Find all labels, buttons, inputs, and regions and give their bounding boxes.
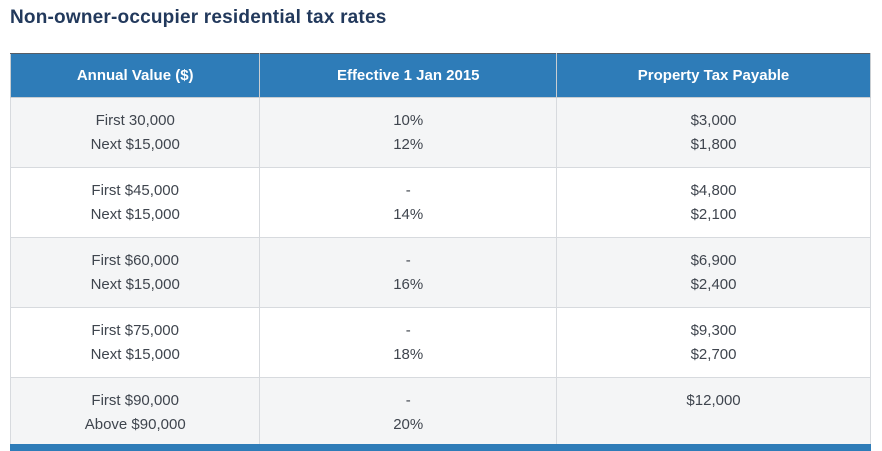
- cell-tax-payable: $12,000: [556, 377, 871, 448]
- cell-line: $1,800: [690, 136, 737, 153]
- cell-annual-value: First $45,000 Next $15,000: [9, 167, 261, 238]
- cell-line: Next $15,000: [90, 276, 180, 293]
- cell-line: $4,800: [690, 182, 737, 199]
- cell-line: 20%: [393, 416, 424, 433]
- cell-line: Next $15,000: [90, 346, 180, 363]
- table-header-row: Annual Value ($) Effective 1 Jan 2015 Pr…: [9, 53, 871, 98]
- cell-line: First $45,000: [91, 182, 179, 199]
- cell-annual-value: First 30,000 Next $15,000: [9, 97, 261, 168]
- cell-line: First $75,000: [91, 322, 179, 339]
- cell-effective-rate: - 16%: [259, 237, 558, 308]
- cell-line: -: [405, 252, 411, 269]
- table-bottom-accent-bar: [10, 444, 871, 451]
- cell-line: First 30,000: [95, 112, 175, 129]
- cell-line: -: [405, 182, 411, 199]
- cell-line: $6,900: [690, 252, 737, 269]
- cell-effective-rate: 10% 12%: [259, 97, 558, 168]
- cell-line: Above $90,000: [84, 416, 186, 433]
- cell-annual-value: First $90,000 Above $90,000: [9, 377, 261, 448]
- cell-effective-rate: - 20%: [259, 377, 558, 448]
- cell-line: First $60,000: [91, 252, 179, 269]
- cell-tax-payable: $9,300 $2,700: [556, 307, 871, 378]
- cell-tax-payable: $4,800 $2,100: [556, 167, 871, 238]
- cell-line: $3,000: [690, 112, 737, 129]
- table-row: First 30,000 Next $15,000 10% 12% $3,000…: [9, 97, 871, 168]
- cell-line: Next $15,000: [90, 206, 180, 223]
- cell-annual-value: First $60,000 Next $15,000: [9, 237, 261, 308]
- cell-tax-payable: $3,000 $1,800: [556, 97, 871, 168]
- table-row: First $60,000 Next $15,000 - 16% $6,900 …: [9, 237, 871, 308]
- cell-annual-value: First $75,000 Next $15,000: [9, 307, 261, 378]
- cell-line: 14%: [393, 206, 424, 223]
- cell-line: -: [405, 322, 411, 339]
- cell-line: $2,400: [690, 276, 737, 293]
- tax-rates-table: Annual Value ($) Effective 1 Jan 2015 Pr…: [9, 53, 871, 448]
- column-header-effective-rate: Effective 1 Jan 2015: [259, 53, 558, 98]
- cell-effective-rate: - 14%: [259, 167, 558, 238]
- cell-line: $12,000: [686, 392, 741, 409]
- column-header-annual-value: Annual Value ($): [9, 53, 261, 98]
- cell-line: Next $15,000: [90, 136, 180, 153]
- cell-line: 10%: [393, 112, 424, 129]
- cell-line: 16%: [393, 276, 424, 293]
- cell-line: $9,300: [690, 322, 737, 339]
- tax-rates-table-container: Annual Value ($) Effective 1 Jan 2015 Pr…: [9, 53, 871, 448]
- cell-line: $2,100: [690, 206, 737, 223]
- page-title: Non-owner-occupier residential tax rates: [10, 7, 387, 28]
- cell-tax-payable: $6,900 $2,400: [556, 237, 871, 308]
- cell-line: [557, 413, 870, 437]
- table-row: First $75,000 Next $15,000 - 18% $9,300 …: [9, 307, 871, 378]
- cell-effective-rate: - 18%: [259, 307, 558, 378]
- cell-line: $2,700: [690, 346, 737, 363]
- cell-line: First $90,000: [91, 392, 179, 409]
- cell-line: 18%: [393, 346, 424, 363]
- table-row: First $45,000 Next $15,000 - 14% $4,800 …: [9, 167, 871, 238]
- column-header-tax-payable: Property Tax Payable: [556, 53, 871, 98]
- cell-line: 12%: [393, 136, 424, 153]
- table-row: First $90,000 Above $90,000 - 20% $12,00…: [9, 377, 871, 448]
- cell-line: -: [405, 392, 411, 409]
